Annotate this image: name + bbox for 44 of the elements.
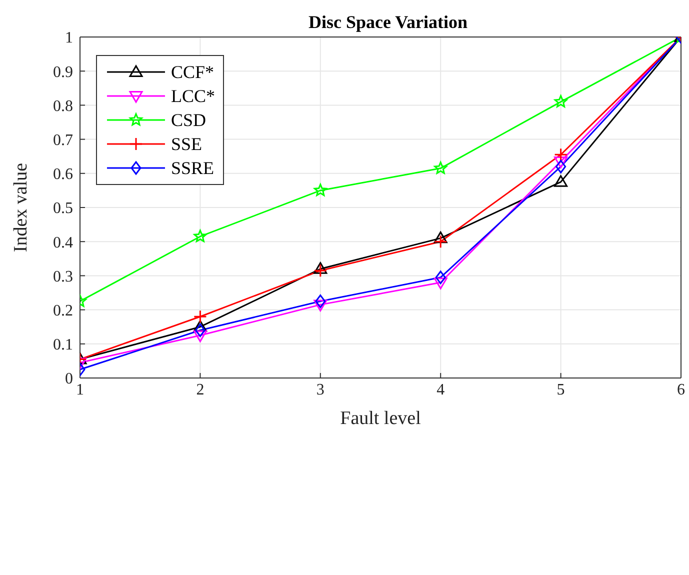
y-tick-label: 0.1 xyxy=(53,336,73,354)
point xyxy=(434,231,448,244)
y-tick-label: 0.3 xyxy=(53,268,73,286)
chart-title: Disc Space Variation xyxy=(308,12,468,32)
legend-label: CCF* xyxy=(171,62,214,82)
legend-label: SSE xyxy=(171,134,202,154)
point xyxy=(193,310,207,324)
x-tick-label: 3 xyxy=(316,381,324,398)
x-axis-title: Fault level xyxy=(340,408,421,429)
point xyxy=(194,324,206,338)
x-tick-label: 4 xyxy=(436,381,445,398)
y-tick-label: 0.8 xyxy=(53,98,73,115)
x-tick-label: 2 xyxy=(196,381,204,398)
y-tick-label: 0.7 xyxy=(53,132,73,149)
point xyxy=(435,270,446,284)
x-tick-label: 5 xyxy=(556,381,565,398)
point xyxy=(314,264,328,278)
legend-label: LCC* xyxy=(171,86,216,106)
point xyxy=(193,330,207,342)
point xyxy=(554,95,568,108)
point xyxy=(434,162,448,174)
y-tick-label: 0.4 xyxy=(53,234,73,252)
x-tick-label: 1 xyxy=(76,381,84,398)
y-tick-label: 0.6 xyxy=(53,166,73,184)
point xyxy=(314,300,328,312)
point xyxy=(554,156,568,168)
point xyxy=(194,230,207,242)
x-tick-label: 6 xyxy=(677,381,685,398)
y-tick-label: 0.9 xyxy=(53,64,73,81)
point xyxy=(434,234,448,248)
y-tick-label: 0 xyxy=(65,370,73,388)
point xyxy=(434,278,448,290)
point xyxy=(554,148,568,162)
y-tick-label: 0.2 xyxy=(53,302,73,320)
y-tick-label: 0.5 xyxy=(53,200,73,218)
y-axis-title: Index value xyxy=(10,162,32,252)
legend-label: CSD xyxy=(171,110,206,130)
point xyxy=(314,184,327,196)
legend-label: SSRE xyxy=(171,158,214,178)
point xyxy=(314,262,328,274)
point xyxy=(315,294,326,308)
y-tick-label: 1 xyxy=(65,30,73,47)
point xyxy=(556,160,566,174)
point xyxy=(554,175,568,187)
